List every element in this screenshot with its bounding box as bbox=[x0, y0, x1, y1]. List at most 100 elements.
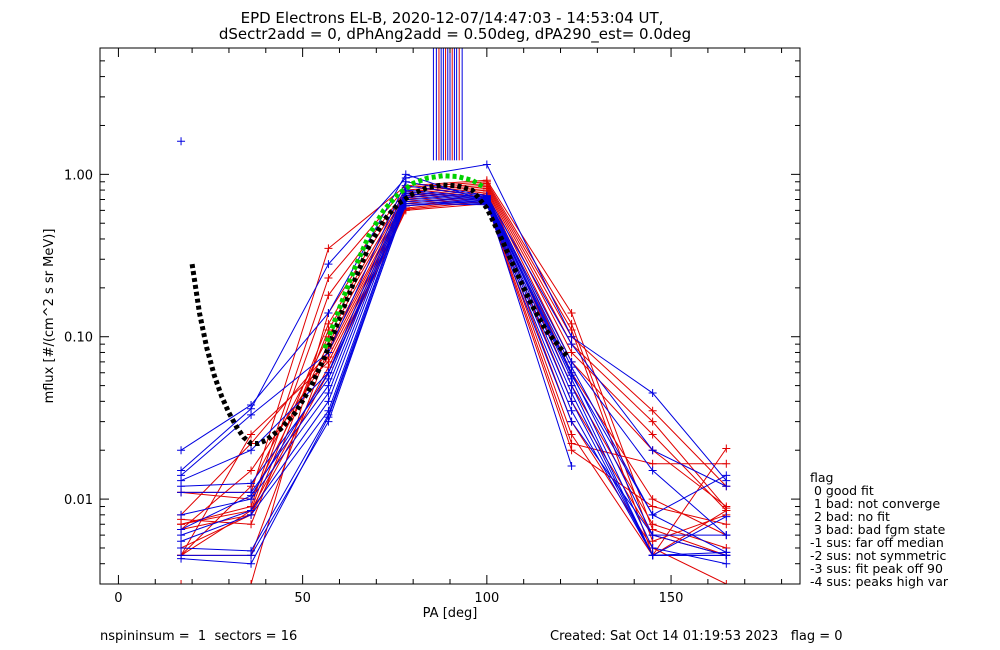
y-tick-label: 0.01 bbox=[64, 493, 93, 508]
data-point bbox=[722, 580, 731, 584]
data-point bbox=[324, 413, 333, 422]
data-point bbox=[324, 397, 333, 406]
x-axis-label: PA [deg] bbox=[423, 606, 478, 621]
legend-entry: -2 sus: not symmetric bbox=[810, 548, 946, 563]
data-point bbox=[324, 260, 333, 269]
data-point bbox=[648, 543, 657, 552]
data-point bbox=[567, 389, 576, 398]
data-point bbox=[648, 551, 657, 560]
data-point bbox=[648, 466, 657, 475]
data-point bbox=[567, 461, 576, 470]
data-point bbox=[648, 389, 657, 398]
data-point bbox=[247, 410, 256, 419]
data-point bbox=[567, 397, 576, 406]
blue-series-line bbox=[180, 196, 727, 557]
legend-entry: -1 sus: far off median bbox=[810, 535, 944, 550]
data-point bbox=[324, 244, 333, 253]
legend-entry: -3 sus: fit peak off 90 bbox=[810, 561, 943, 576]
y-tick-label: 1.00 bbox=[64, 168, 93, 183]
data-point bbox=[247, 551, 256, 560]
data-point bbox=[177, 543, 186, 552]
blue-series-line bbox=[181, 189, 727, 553]
blue-series-line bbox=[181, 203, 727, 565]
data-point bbox=[247, 510, 256, 519]
data-point bbox=[648, 430, 657, 439]
data-point bbox=[722, 531, 731, 540]
data-point bbox=[567, 348, 576, 357]
legend-entry: 1 bad: not converge bbox=[810, 496, 940, 511]
data-point bbox=[324, 291, 333, 300]
data-point bbox=[567, 340, 576, 349]
data-point bbox=[722, 482, 731, 491]
x-tick-label: 100 bbox=[474, 591, 499, 606]
x-tick-label: 0 bbox=[114, 591, 122, 606]
data-point bbox=[247, 580, 256, 584]
data-point bbox=[567, 371, 576, 380]
chart-subtitle: dSectr2add = 0, dPhAng2add = 0.50deg, dP… bbox=[219, 25, 691, 44]
x-tick-label: 150 bbox=[659, 591, 684, 606]
data-point bbox=[567, 381, 576, 390]
x-tick-label: 50 bbox=[294, 591, 311, 606]
data-point bbox=[247, 491, 256, 500]
data-point bbox=[648, 406, 657, 415]
data-point bbox=[247, 520, 256, 529]
data-point bbox=[648, 417, 657, 426]
legend-entry: 0 good fit bbox=[810, 483, 874, 498]
data-point bbox=[177, 510, 186, 519]
chart-title: EPD Electrons EL-B, 2020-12-07/14:47:03 … bbox=[241, 9, 664, 27]
data-point bbox=[247, 446, 256, 455]
data-point bbox=[722, 559, 731, 568]
red-series-line bbox=[180, 198, 727, 557]
data-point bbox=[177, 580, 186, 584]
legend-entry: -4 sus: peaks high var bbox=[810, 574, 949, 589]
fit-curve-green bbox=[322, 173, 485, 350]
blue-series-line bbox=[181, 201, 727, 556]
data-point bbox=[722, 471, 731, 480]
blue-series-line bbox=[180, 199, 727, 530]
data-point bbox=[177, 537, 186, 546]
data-point bbox=[567, 332, 576, 341]
data-point bbox=[247, 430, 256, 439]
legend-title: flag bbox=[810, 470, 833, 485]
blue-series-line bbox=[181, 198, 727, 556]
data-point bbox=[177, 554, 186, 563]
footer-right: Created: Sat Oct 14 01:19:53 2023 flag =… bbox=[550, 629, 843, 644]
data-point bbox=[177, 488, 186, 497]
data-point bbox=[177, 446, 186, 455]
red-series-line bbox=[180, 186, 727, 530]
data-point bbox=[722, 520, 731, 529]
data-point bbox=[567, 446, 576, 455]
data-point bbox=[324, 308, 333, 317]
data-point bbox=[648, 446, 657, 455]
data-layer bbox=[177, 48, 731, 584]
data-point bbox=[177, 137, 186, 146]
legend: flag 0 good fit 1 bad: not converge 2 ba… bbox=[810, 470, 949, 589]
data-point bbox=[247, 559, 256, 568]
blue-series-line bbox=[180, 163, 727, 481]
footer-left: nspininsum = 1 sectors = 16 bbox=[100, 629, 297, 644]
legend-entry: 3 bad: bad fgm state bbox=[810, 522, 946, 537]
blue-series-line bbox=[180, 185, 727, 536]
data-point bbox=[324, 273, 333, 282]
data-point bbox=[648, 531, 657, 540]
legend-entry: 2 bad: no fit bbox=[810, 509, 890, 524]
data-point bbox=[482, 160, 491, 169]
data-point bbox=[648, 495, 657, 504]
data-point bbox=[567, 417, 576, 426]
data-point bbox=[324, 368, 333, 377]
blue-series-line bbox=[180, 181, 727, 487]
data-point bbox=[177, 525, 186, 534]
y-tick-label: 0.10 bbox=[64, 331, 93, 346]
red-series-line bbox=[180, 203, 727, 549]
data-point bbox=[648, 502, 657, 511]
axes: 0 50 100 150 0.01 0.10 1.00 bbox=[64, 47, 801, 606]
y-axis-label: mflux [#/(cm^2 s sr MeV)] bbox=[42, 229, 57, 404]
data-point bbox=[648, 510, 657, 519]
data-point bbox=[247, 479, 256, 488]
data-point bbox=[722, 512, 731, 521]
data-point bbox=[722, 444, 731, 453]
data-point bbox=[722, 548, 731, 557]
blue-series-line bbox=[180, 193, 727, 565]
data-point bbox=[722, 459, 731, 468]
